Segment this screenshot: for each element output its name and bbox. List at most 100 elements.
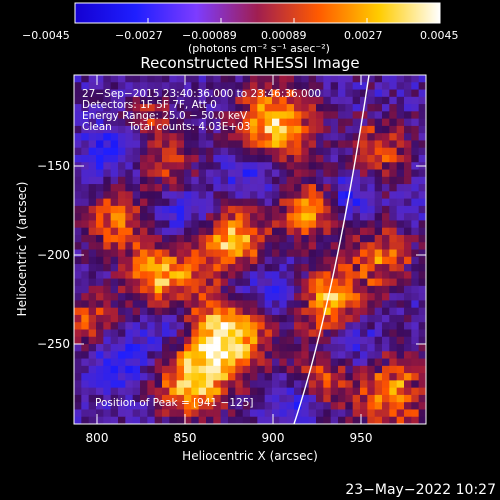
emission-pixel [286,169,295,178]
emission-pixel [74,104,82,112]
emission-pixel [264,154,273,163]
emission-pixel [367,249,376,258]
emission-pixel [103,351,112,359]
emission-pixel [74,234,82,243]
emission-pixel [352,213,361,221]
emission-pixel [125,358,134,367]
emission-pixel [367,285,376,294]
emission-pixel [367,169,376,178]
emission-pixel [264,234,273,243]
emission-pixel [389,409,398,418]
emission-pixel [140,104,148,112]
emission-pixel [374,387,383,396]
emission-pixel [147,162,156,170]
emission-pixel [242,184,251,192]
emission-pixel [96,314,104,323]
emission-pixel [374,242,383,250]
emission-pixel [382,336,390,345]
emission-pixel [118,365,126,374]
emission-pixel [213,358,222,367]
emission-pixel [286,293,295,301]
solar-limb-line [293,75,370,424]
emission-pixel [411,365,420,374]
emission-pixel [396,184,405,192]
emission-pixel [169,387,178,396]
emission-pixel [206,147,214,156]
emission-pixel [242,96,251,105]
emission-pixel [272,351,280,359]
emission-pixel [272,184,280,192]
emission-pixel [418,191,426,199]
emission-pixel [169,293,178,301]
emission-pixel [396,220,405,229]
emission-pixel [184,154,192,163]
emission-pixel [184,227,192,236]
plot-timestamp: 23−May−2022 10:27 [345,482,496,498]
emission-pixel [154,125,163,134]
emission-pixel [286,387,295,396]
emission-pixel [198,205,207,214]
emission-pixel [96,416,104,424]
emission-pixel [198,220,207,229]
emission-pixel [250,118,258,127]
emission-pixel [220,264,229,272]
emission-pixel [140,365,148,374]
emission-pixel [279,198,288,207]
emission-pixel [184,234,192,243]
emission-pixel [374,169,383,178]
emission-pixel [330,198,339,207]
emission-pixel [316,82,324,90]
emission-pixel [184,75,192,83]
emission-pixel [154,402,163,410]
emission-pixel [257,256,266,265]
emission-pixel [374,402,383,410]
emission-pixel [411,104,420,112]
emission-pixel [213,176,222,185]
emission-pixel [198,394,207,403]
emission-pixel [74,147,82,156]
emission-pixel [382,154,390,163]
emission-pixel [338,416,346,424]
emission-pixel [301,307,310,316]
emission-pixel [323,227,332,236]
emission-pixel [272,358,280,367]
emission-pixel [242,293,251,301]
emission-pixel [118,322,126,330]
emission-pixel [74,264,82,272]
emission-pixel [272,387,280,396]
emission-pixel [404,125,412,134]
emission-pixel [169,96,178,105]
emission-pixel [418,82,426,90]
emission-pixel [264,256,273,265]
emission-pixel [74,227,82,236]
emission-pixel [404,104,412,112]
emission-pixel [74,358,82,367]
emission-pixel [360,380,368,389]
emission-pixel [250,184,258,192]
emission-pixel [132,162,141,170]
emission-pixel [81,104,90,112]
emission-pixel [110,256,119,265]
emission-pixel [228,380,236,389]
emission-pixel [74,89,82,98]
emission-pixel [352,140,361,149]
emission-pixel [184,307,192,316]
emission-pixel [279,234,288,243]
emission-pixel [154,394,163,403]
emission-pixel [213,351,222,359]
emission-pixel [169,329,178,338]
emission-pixel [374,365,383,374]
emission-pixel [191,322,200,330]
emission-pixel [103,271,112,279]
emission-pixel [213,344,222,352]
emission-pixel [140,380,148,389]
emission-pixel [103,336,112,345]
emission-pixel [352,293,361,301]
emission-pixel [404,154,412,163]
emission-pixel [272,394,280,403]
emission-pixel [264,271,273,279]
emission-pixel [257,329,266,338]
emission-pixel [352,358,361,367]
emission-pixel [228,249,236,258]
emission-pixel [264,394,273,403]
